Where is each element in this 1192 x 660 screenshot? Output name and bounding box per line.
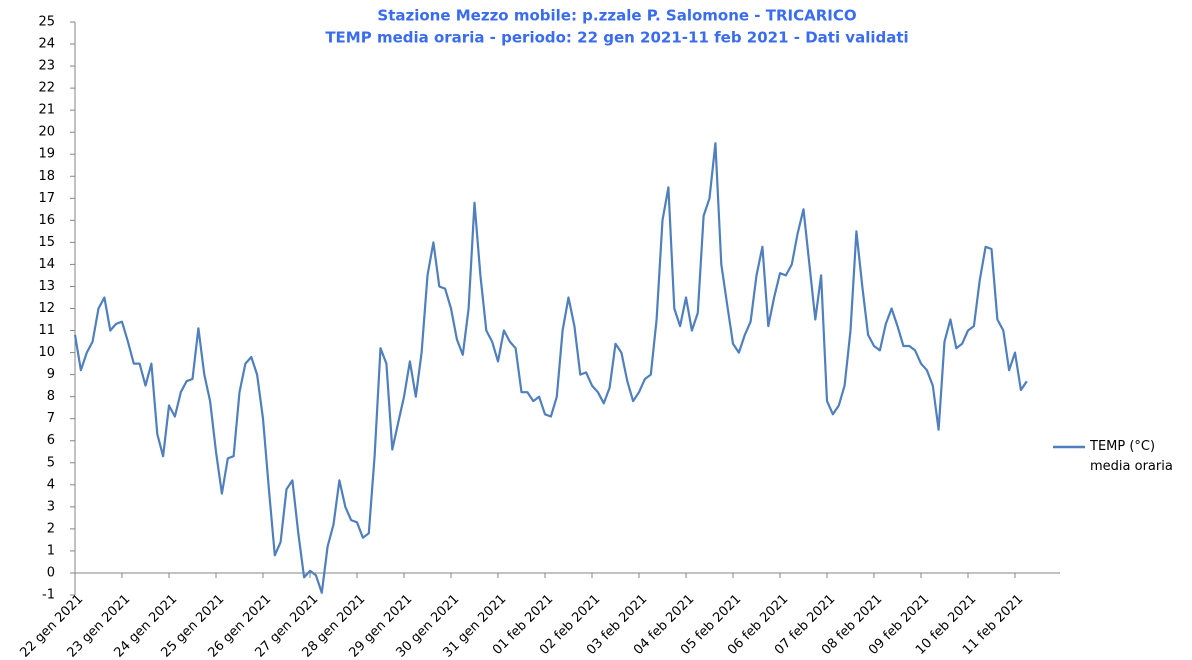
y-tick-label: 14 <box>38 257 55 272</box>
y-tick-label: 17 <box>38 191 55 206</box>
y-tick-label: 25 <box>38 15 55 30</box>
y-tick-label: 2 <box>47 521 55 536</box>
y-tick-label: 15 <box>38 235 55 250</box>
y-tick-label: 18 <box>38 169 55 184</box>
y-tick-label: 1 <box>47 543 55 558</box>
y-tick-label: 20 <box>38 125 55 140</box>
y-tick-label: -1 <box>42 588 55 603</box>
y-tick-label: 5 <box>47 455 55 470</box>
y-tick-label: 16 <box>38 213 55 228</box>
y-tick-label: 4 <box>47 477 55 492</box>
data-line <box>73 142 1028 594</box>
y-tick-label: 6 <box>47 433 55 448</box>
y-tick-label: 21 <box>38 103 55 118</box>
y-tick-label: 3 <box>47 499 55 514</box>
y-tick-label: 22 <box>38 81 55 96</box>
y-tick-label: 10 <box>38 345 55 360</box>
chart-title: Stazione Mezzo mobile: p.zzale P. Salomo… <box>377 7 856 25</box>
legend-label: TEMP (°C) media oraria <box>1090 439 1173 474</box>
y-tick-label: 8 <box>47 389 55 404</box>
y-tick-label: 11 <box>38 323 55 338</box>
y-tick-label: 19 <box>38 147 55 162</box>
y-tick-label: 7 <box>47 411 55 426</box>
y-tick-label: 9 <box>47 367 55 382</box>
y-tick-label: 0 <box>47 565 55 580</box>
chart-subtitle: TEMP media oraria - periodo: 22 gen 2021… <box>325 29 908 47</box>
y-tick-label: 13 <box>38 279 55 294</box>
y-tick-label: 12 <box>38 301 55 316</box>
y-tick-label: 24 <box>38 37 55 52</box>
y-tick-label: 23 <box>38 59 55 74</box>
